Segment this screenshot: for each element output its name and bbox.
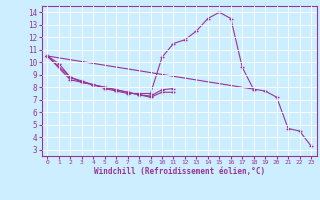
X-axis label: Windchill (Refroidissement éolien,°C): Windchill (Refroidissement éolien,°C) (94, 167, 265, 176)
